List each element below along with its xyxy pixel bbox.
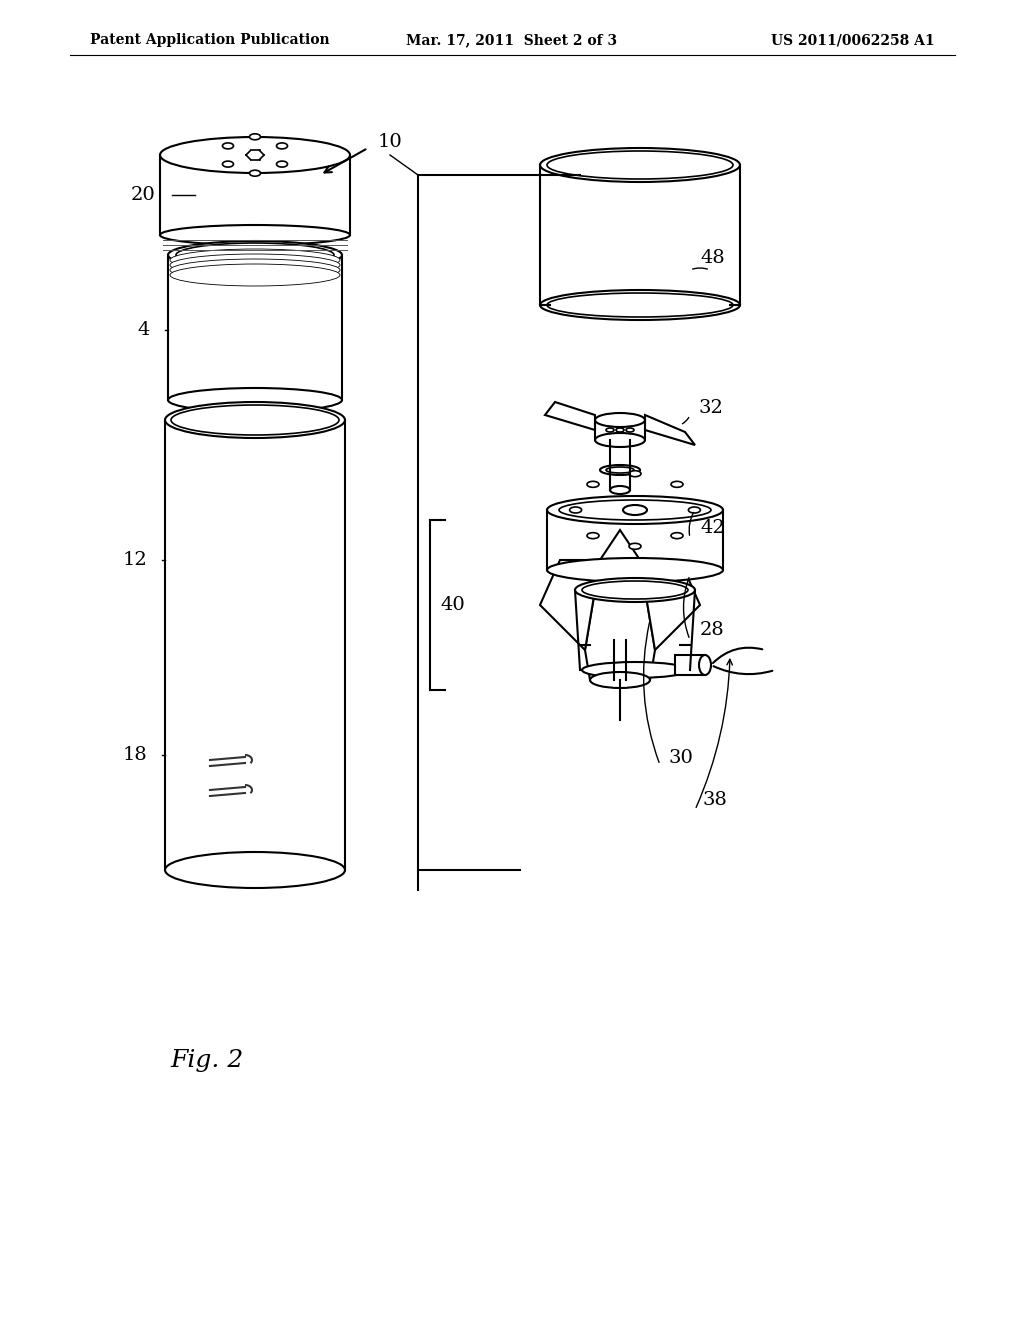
Text: 4: 4 <box>137 321 150 339</box>
Ellipse shape <box>610 486 630 494</box>
Ellipse shape <box>587 533 599 539</box>
Ellipse shape <box>595 433 645 447</box>
Text: US 2011/0062258 A1: US 2011/0062258 A1 <box>771 33 935 48</box>
Text: 32: 32 <box>698 399 723 417</box>
Ellipse shape <box>250 133 260 140</box>
Ellipse shape <box>547 496 723 524</box>
Ellipse shape <box>559 500 711 520</box>
Ellipse shape <box>582 663 688 678</box>
Polygon shape <box>545 403 595 430</box>
Ellipse shape <box>606 428 614 432</box>
Ellipse shape <box>606 467 634 473</box>
Ellipse shape <box>165 851 345 888</box>
Ellipse shape <box>276 161 288 168</box>
Ellipse shape <box>699 655 711 675</box>
Ellipse shape <box>170 249 340 271</box>
Text: 28: 28 <box>700 620 725 639</box>
Text: Mar. 17, 2011  Sheet 2 of 3: Mar. 17, 2011 Sheet 2 of 3 <box>407 33 617 48</box>
Ellipse shape <box>547 150 733 180</box>
Ellipse shape <box>595 413 645 426</box>
Text: 18: 18 <box>122 746 147 764</box>
Ellipse shape <box>575 578 695 602</box>
Ellipse shape <box>170 264 340 286</box>
Ellipse shape <box>629 544 641 549</box>
Ellipse shape <box>168 242 342 269</box>
Ellipse shape <box>276 143 288 149</box>
Text: 20: 20 <box>130 186 155 205</box>
Polygon shape <box>540 560 600 649</box>
Ellipse shape <box>250 170 260 176</box>
Ellipse shape <box>671 482 683 487</box>
Ellipse shape <box>688 507 700 513</box>
Ellipse shape <box>587 482 599 487</box>
Text: Fig. 2: Fig. 2 <box>170 1048 244 1072</box>
Ellipse shape <box>160 137 350 173</box>
Text: 12: 12 <box>122 550 147 569</box>
Text: 40: 40 <box>440 597 465 614</box>
Polygon shape <box>640 560 700 649</box>
Polygon shape <box>585 531 655 680</box>
Ellipse shape <box>547 293 733 317</box>
Ellipse shape <box>168 388 342 412</box>
Ellipse shape <box>160 224 350 246</box>
Ellipse shape <box>547 558 723 582</box>
Ellipse shape <box>623 506 647 515</box>
Text: 42: 42 <box>700 519 725 537</box>
Ellipse shape <box>171 405 339 436</box>
Polygon shape <box>645 414 695 445</box>
Text: 48: 48 <box>700 249 725 267</box>
Ellipse shape <box>569 507 582 513</box>
Ellipse shape <box>671 533 683 539</box>
Ellipse shape <box>582 581 688 599</box>
Ellipse shape <box>600 465 640 475</box>
Ellipse shape <box>629 471 641 477</box>
Ellipse shape <box>165 403 345 438</box>
Ellipse shape <box>222 161 233 168</box>
Ellipse shape <box>540 148 740 182</box>
Ellipse shape <box>590 672 650 688</box>
Bar <box>675 655 705 675</box>
Text: 38: 38 <box>703 791 728 809</box>
Text: 10: 10 <box>378 133 402 150</box>
Text: Patent Application Publication: Patent Application Publication <box>90 33 330 48</box>
Text: 30: 30 <box>668 748 693 767</box>
Ellipse shape <box>170 259 340 281</box>
Ellipse shape <box>540 290 740 319</box>
Ellipse shape <box>170 253 340 276</box>
Ellipse shape <box>222 143 233 149</box>
Ellipse shape <box>176 243 334 267</box>
Ellipse shape <box>626 428 634 432</box>
Ellipse shape <box>616 428 624 432</box>
